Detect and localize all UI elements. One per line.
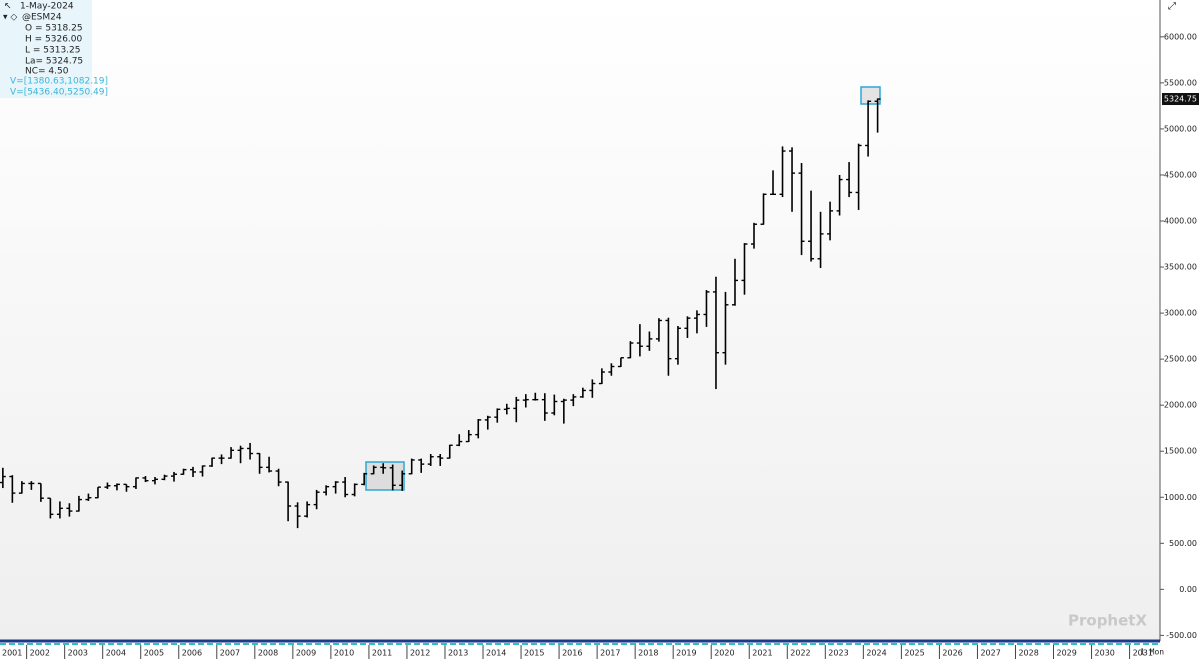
x-tick-label: 2028 <box>1018 649 1038 658</box>
panel-icon: ↖ <box>4 2 12 12</box>
panel-box2: V=[5436.40,5250.49] <box>10 88 108 98</box>
x-tick-label: 2025 <box>904 649 924 658</box>
y-tick-label: 0.00 <box>1179 585 1197 594</box>
highlight-box[interactable] <box>365 461 405 491</box>
panel-high: H = 5326.00 <box>25 35 83 45</box>
x-tick-label: 2019 <box>676 649 696 658</box>
panel-box1: V=[1380.63,1082.19] <box>10 77 108 87</box>
info-panel: ↖ 1-May-2024 ▾ ◇ @ESM24 O = 5318.25 H = … <box>0 0 108 98</box>
y-tick-label: 3500.00 <box>1164 263 1197 272</box>
x-tick-label: 2007 <box>220 649 240 658</box>
x-tick-label: 2031 <box>1133 649 1153 658</box>
x-tick-label: 2015 <box>524 649 544 658</box>
x-tick-label: 2004 <box>106 649 126 658</box>
x-tick-label: 2024 <box>866 649 886 658</box>
x-tick-label: 2002 <box>30 649 50 658</box>
y-tick-label: 4000.00 <box>1164 217 1197 226</box>
x-tick-label: 2012 <box>410 649 430 658</box>
panel-date: 1-May-2024 <box>20 2 74 12</box>
time-axis <box>0 641 1200 659</box>
price-axis <box>1160 0 1200 641</box>
x-tick-label: 2018 <box>638 649 658 658</box>
watermark: ProphetX <box>1068 612 1147 630</box>
panel-icon: ▾ ◇ <box>3 13 17 23</box>
x-tick-label: 2009 <box>296 649 316 658</box>
x-tick-label: 2020 <box>714 649 734 658</box>
x-tick-label: 2011 <box>372 649 392 658</box>
panel-net-change: NC= 4.50 <box>25 67 69 77</box>
axis-icon[interactable]: ⤢ <box>1168 1 1176 12</box>
x-tick-label: 2006 <box>182 649 202 658</box>
y-tick-label: 2000.00 <box>1164 401 1197 410</box>
x-tick-label: 2014 <box>486 649 506 658</box>
y-tick-label: 2500.00 <box>1164 355 1197 364</box>
x-tick-label: 2005 <box>144 649 164 658</box>
y-tick-label: 6000.00 <box>1164 32 1197 41</box>
x-tick-label: 2021 <box>752 649 772 658</box>
y-tick-label: 4500.00 <box>1164 170 1197 179</box>
y-tick-label: 1000.00 <box>1164 493 1197 502</box>
x-tick-label: 2022 <box>790 649 810 658</box>
x-tick-label: 2030 <box>1095 649 1115 658</box>
panel-symbol: @ESM24 <box>22 13 62 23</box>
x-tick-label: 2013 <box>448 649 468 658</box>
x-tick-label: 2003 <box>68 649 88 658</box>
y-tick-label: 1500.00 <box>1164 447 1197 456</box>
period-label: 1 Mon <box>1140 648 1164 657</box>
y-tick-label: 3000.00 <box>1164 309 1197 318</box>
highlight-box[interactable] <box>860 86 881 105</box>
x-tick-label: 2026 <box>942 649 962 658</box>
x-tick-label: 2008 <box>258 649 278 658</box>
panel-last: La= 5324.75 <box>25 57 83 67</box>
x-tick-label: 2001 <box>2 649 22 658</box>
y-tick-label: 5500.00 <box>1164 78 1197 87</box>
y-tick-label: 500.00 <box>1169 539 1197 548</box>
last-price-box <box>1162 93 1199 106</box>
y-tick-label: -500.00 <box>1166 631 1197 640</box>
x-tick-label: 2016 <box>562 649 582 658</box>
x-tick-label: 2023 <box>828 649 848 658</box>
x-tick-label: 2010 <box>334 649 354 658</box>
panel-bg <box>0 0 92 98</box>
panel-low: L = 5313.25 <box>25 46 81 56</box>
panel-open: O = 5318.25 <box>25 24 83 34</box>
x-tick-label: 2017 <box>600 649 620 658</box>
last-price-label: 5324.75 <box>1164 95 1197 104</box>
y-tick-label: 5000.00 <box>1164 124 1197 133</box>
x-tick-label: 2027 <box>980 649 1000 658</box>
plot-area <box>0 0 1160 641</box>
x-tick-label: 2029 <box>1057 649 1077 658</box>
